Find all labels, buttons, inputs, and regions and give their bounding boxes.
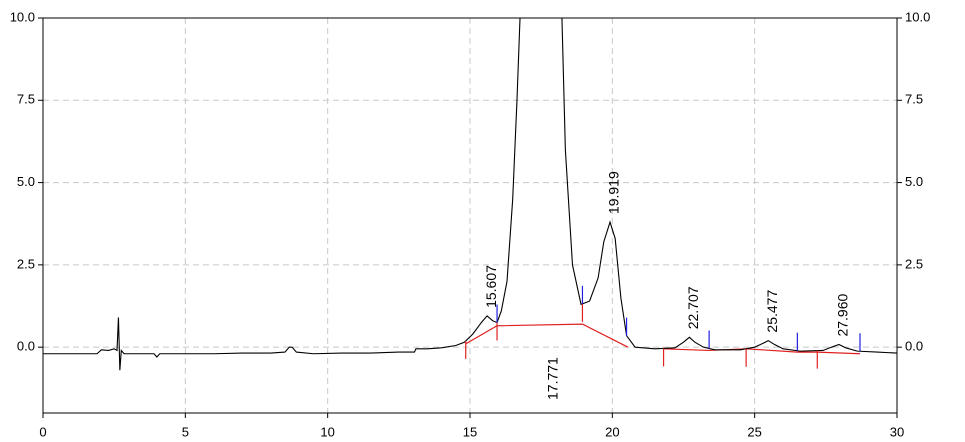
- x-tick-label: 10: [320, 424, 334, 439]
- peak-label: 25.477: [764, 290, 780, 333]
- y2-tick-label: 0.0: [905, 339, 923, 354]
- x-tick-label: 25: [747, 424, 761, 439]
- peak-label: 27.960: [835, 293, 851, 336]
- y2-tick-label: 5.0: [905, 174, 923, 189]
- integration-baseline: [465, 323, 861, 355]
- peak-label: 19.919: [606, 171, 622, 214]
- peak-label: 17.771: [545, 357, 561, 400]
- y2-tick-label: 7.5: [905, 92, 923, 107]
- plot-frame: [42, 17, 898, 414]
- x-tick-label: 0: [39, 424, 46, 439]
- y2-tick-label: 10.0: [905, 9, 930, 24]
- x-tick-label: 30: [890, 424, 904, 439]
- y-tick-label: 0.0: [17, 339, 35, 354]
- y-tick-label: 7.5: [17, 92, 35, 107]
- x-tick-label: 20: [605, 424, 619, 439]
- x-tick-label: 5: [182, 424, 189, 439]
- plot-area: [43, 18, 897, 371]
- x-tick-label: 15: [463, 424, 477, 439]
- y-tick-label: 2.5: [17, 256, 35, 271]
- y-tick-label: 5.0: [17, 174, 35, 189]
- peak-label: 15.607: [483, 265, 499, 308]
- y2-tick-label: 2.5: [905, 256, 923, 271]
- y-tick-label: 10.0: [10, 9, 35, 24]
- peak-label: 22.707: [685, 286, 701, 329]
- signal-line: [43, 18, 897, 371]
